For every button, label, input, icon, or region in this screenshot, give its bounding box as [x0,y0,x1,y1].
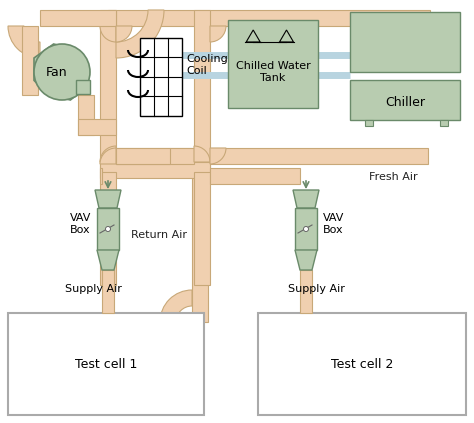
Polygon shape [350,80,460,120]
Polygon shape [40,10,116,26]
Text: Chilled Water
Tank: Chilled Water Tank [236,61,310,83]
Polygon shape [116,148,170,164]
Polygon shape [295,208,317,250]
Wedge shape [160,290,192,322]
Polygon shape [78,119,116,135]
Polygon shape [293,190,319,208]
Polygon shape [246,30,260,42]
Polygon shape [160,322,176,354]
Polygon shape [100,162,210,178]
Wedge shape [116,26,132,42]
Text: Test cell 1: Test cell 1 [75,357,137,371]
Circle shape [106,226,110,231]
Polygon shape [140,38,182,116]
Wedge shape [62,79,78,95]
Wedge shape [100,26,116,42]
Polygon shape [194,10,210,172]
Text: Chiller: Chiller [385,96,425,109]
Polygon shape [440,120,448,126]
Polygon shape [295,250,317,270]
Text: Supply Air: Supply Air [288,284,345,294]
Polygon shape [95,190,121,208]
Polygon shape [300,270,312,313]
Wedge shape [116,10,164,58]
Polygon shape [228,20,318,108]
Polygon shape [22,26,38,95]
Polygon shape [8,313,204,415]
Polygon shape [102,270,114,313]
Wedge shape [194,146,210,162]
Polygon shape [280,30,293,42]
Circle shape [303,226,309,231]
Polygon shape [258,313,466,415]
Polygon shape [100,172,116,285]
Text: VAV
Box: VAV Box [70,213,91,235]
Text: VAV
Box: VAV Box [323,213,345,235]
Text: Fan: Fan [46,66,68,79]
Polygon shape [100,168,102,184]
Circle shape [34,44,90,100]
Polygon shape [350,12,460,72]
Text: Supply Air: Supply Air [64,284,121,294]
Polygon shape [365,120,373,126]
Polygon shape [210,168,300,184]
Polygon shape [97,250,119,270]
Polygon shape [160,322,192,338]
Wedge shape [210,148,226,164]
Polygon shape [108,10,430,26]
Polygon shape [170,148,428,164]
Polygon shape [116,148,194,164]
Polygon shape [78,95,94,135]
Polygon shape [100,10,116,172]
Polygon shape [97,208,119,250]
Polygon shape [34,44,84,100]
Wedge shape [8,26,40,58]
Text: Fresh Air: Fresh Air [369,172,418,182]
Polygon shape [140,38,182,116]
Polygon shape [194,172,210,285]
Polygon shape [76,80,90,94]
Text: Cooling
Coil: Cooling Coil [186,55,228,76]
Wedge shape [100,146,116,162]
Wedge shape [210,26,226,42]
Wedge shape [100,148,116,164]
Polygon shape [192,172,208,322]
Text: Return Air: Return Air [131,230,187,240]
Text: Test cell 2: Test cell 2 [331,357,393,371]
